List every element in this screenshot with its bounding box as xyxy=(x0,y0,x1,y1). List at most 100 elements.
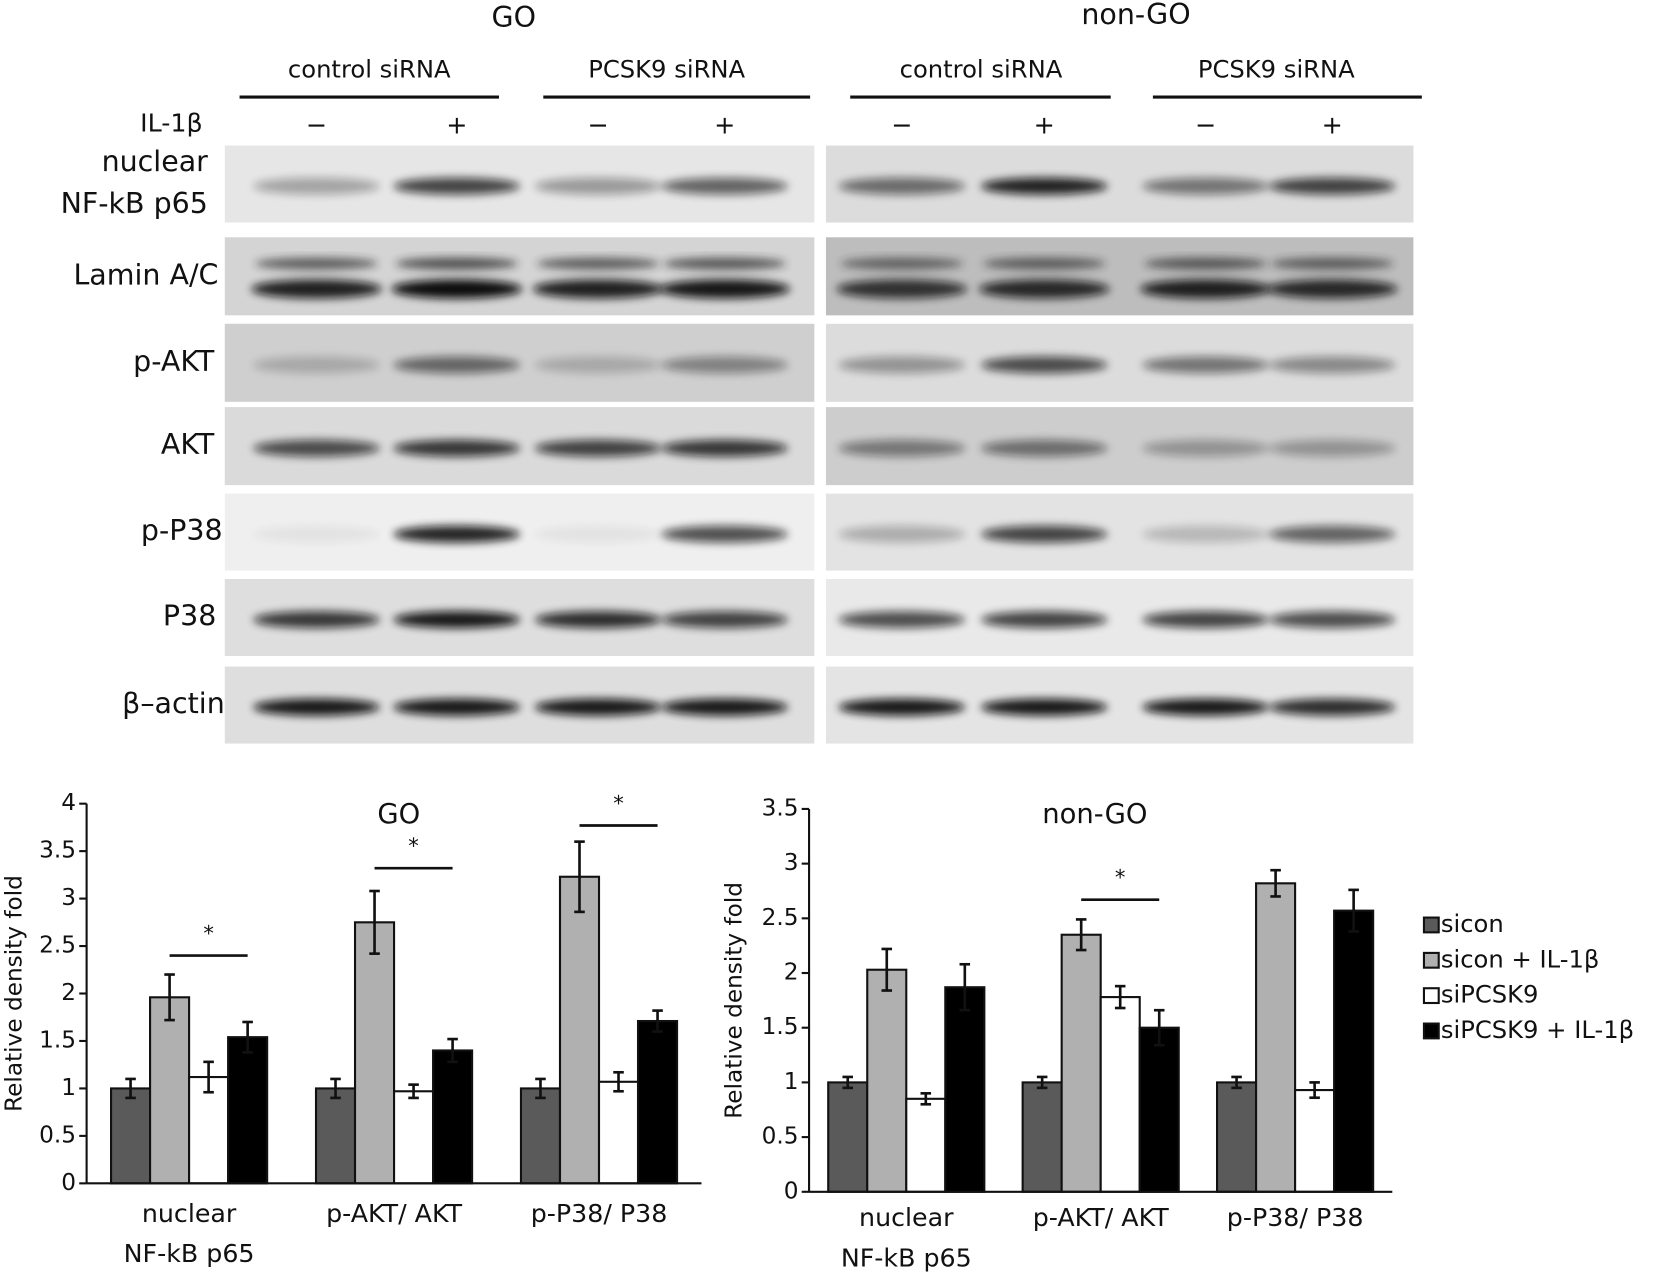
y-tick-label: 1.5 xyxy=(762,1013,799,1040)
blot-band xyxy=(840,257,964,270)
legend-swatch xyxy=(1422,951,1440,969)
blot-band xyxy=(661,177,788,195)
bar xyxy=(353,921,396,1185)
bar xyxy=(1216,1081,1258,1193)
blot-band xyxy=(1142,356,1269,374)
blot-band xyxy=(253,177,380,195)
bar xyxy=(1294,1089,1336,1193)
significance-label: * xyxy=(408,833,419,858)
blot-band xyxy=(534,356,662,374)
bar xyxy=(1021,1081,1063,1193)
blot-band xyxy=(978,279,1110,299)
error-bar xyxy=(1231,1075,1242,1090)
group-label: PCSK9 siRNA xyxy=(588,55,745,84)
error-bar xyxy=(203,1060,214,1094)
y-axis-label: Relative density fold xyxy=(0,875,27,1112)
blot-band xyxy=(1142,525,1269,543)
bar xyxy=(827,1081,869,1193)
error-bar xyxy=(164,973,175,1022)
legend-swatch xyxy=(1422,916,1440,934)
bar xyxy=(1333,909,1375,1193)
legend-swatch xyxy=(1422,987,1440,1005)
blot-band xyxy=(1142,177,1269,195)
bar xyxy=(392,1090,435,1185)
blot-band xyxy=(1142,611,1269,629)
blot-row-label: p-P38 xyxy=(141,514,223,547)
y-tick-label: 3 xyxy=(784,849,799,876)
error-bar xyxy=(920,1092,932,1106)
blot-band xyxy=(534,525,662,543)
y-tick-label: 0 xyxy=(784,1177,799,1204)
blot-band xyxy=(253,698,380,716)
y-tick-label: 1 xyxy=(784,1068,799,1095)
blot-band xyxy=(1266,279,1398,299)
error-bar xyxy=(1075,918,1087,952)
error-bar xyxy=(1036,1075,1048,1090)
bar xyxy=(432,1049,474,1185)
bar xyxy=(1060,933,1102,1193)
bar xyxy=(149,996,191,1185)
y-tick-label: 2 xyxy=(61,979,76,1006)
error-bar xyxy=(330,1077,341,1100)
blot-row-label: P38 xyxy=(163,600,216,633)
blot-band xyxy=(393,439,521,457)
blot-band xyxy=(393,525,521,543)
legend-swatch xyxy=(1422,1022,1440,1040)
blot-row-label: β–actin xyxy=(122,687,225,720)
bar xyxy=(227,1036,269,1185)
treatment-sign: − xyxy=(1195,111,1216,140)
treatment-sign: + xyxy=(1322,111,1343,140)
blot-band xyxy=(838,698,966,716)
x-tick-label: p-P38/ P38 xyxy=(1227,1203,1364,1232)
legend-label: siPCSK9 + IL-1β xyxy=(1441,1015,1634,1044)
blot-band xyxy=(393,611,521,629)
blot-band xyxy=(980,177,1108,195)
blot-band xyxy=(838,439,966,457)
bar xyxy=(109,1087,152,1185)
error-bar xyxy=(842,1075,854,1090)
blot-band xyxy=(1144,257,1267,270)
y-tick-label: 0.5 xyxy=(39,1121,76,1148)
blot-band xyxy=(253,356,380,374)
blot-band xyxy=(838,611,966,629)
y-tick-label: 0 xyxy=(61,1169,76,1196)
bar xyxy=(519,1087,562,1185)
bar xyxy=(1255,882,1297,1193)
blot-band xyxy=(980,611,1108,629)
bar xyxy=(188,1075,230,1185)
blot-band xyxy=(661,525,788,543)
blot-band xyxy=(836,279,968,299)
blot-row-label: p-AKT xyxy=(133,345,215,378)
blot-band xyxy=(1268,525,1396,543)
bar xyxy=(636,1019,679,1185)
blot-band xyxy=(395,257,518,270)
bar xyxy=(905,1097,947,1193)
significance-label: * xyxy=(203,920,214,945)
blot-band xyxy=(659,279,791,299)
blot-band xyxy=(1268,698,1396,716)
blot-band xyxy=(1268,356,1396,374)
blot-band xyxy=(983,257,1106,270)
error-bar xyxy=(242,1020,253,1054)
y-tick-label: 2.5 xyxy=(39,932,76,959)
error-bar xyxy=(1114,984,1126,1010)
bar xyxy=(558,875,601,1185)
x-tick-label: nuclear xyxy=(142,1199,237,1228)
y-tick-label: 4 xyxy=(61,789,76,816)
significance-label: * xyxy=(613,790,624,815)
blot-band xyxy=(838,177,966,195)
blot-band xyxy=(1142,439,1269,457)
blot-band xyxy=(536,257,660,270)
x-tick-label: p-AKT/ AKT xyxy=(326,1199,463,1228)
x-tick-label: p-AKT/ AKT xyxy=(1033,1203,1170,1232)
blot-band xyxy=(1268,439,1396,457)
chart-title: GO xyxy=(377,799,420,830)
error-bar xyxy=(1309,1081,1320,1100)
blot-band xyxy=(393,356,521,374)
group-label: control siRNA xyxy=(900,55,1063,84)
legend-label: sicon + IL-1β xyxy=(1441,944,1600,973)
treatment-sign: − xyxy=(891,111,912,140)
error-bar xyxy=(1153,1008,1165,1047)
y-axis-label: Relative density fold xyxy=(721,882,748,1119)
treatment-sign: − xyxy=(306,111,327,140)
